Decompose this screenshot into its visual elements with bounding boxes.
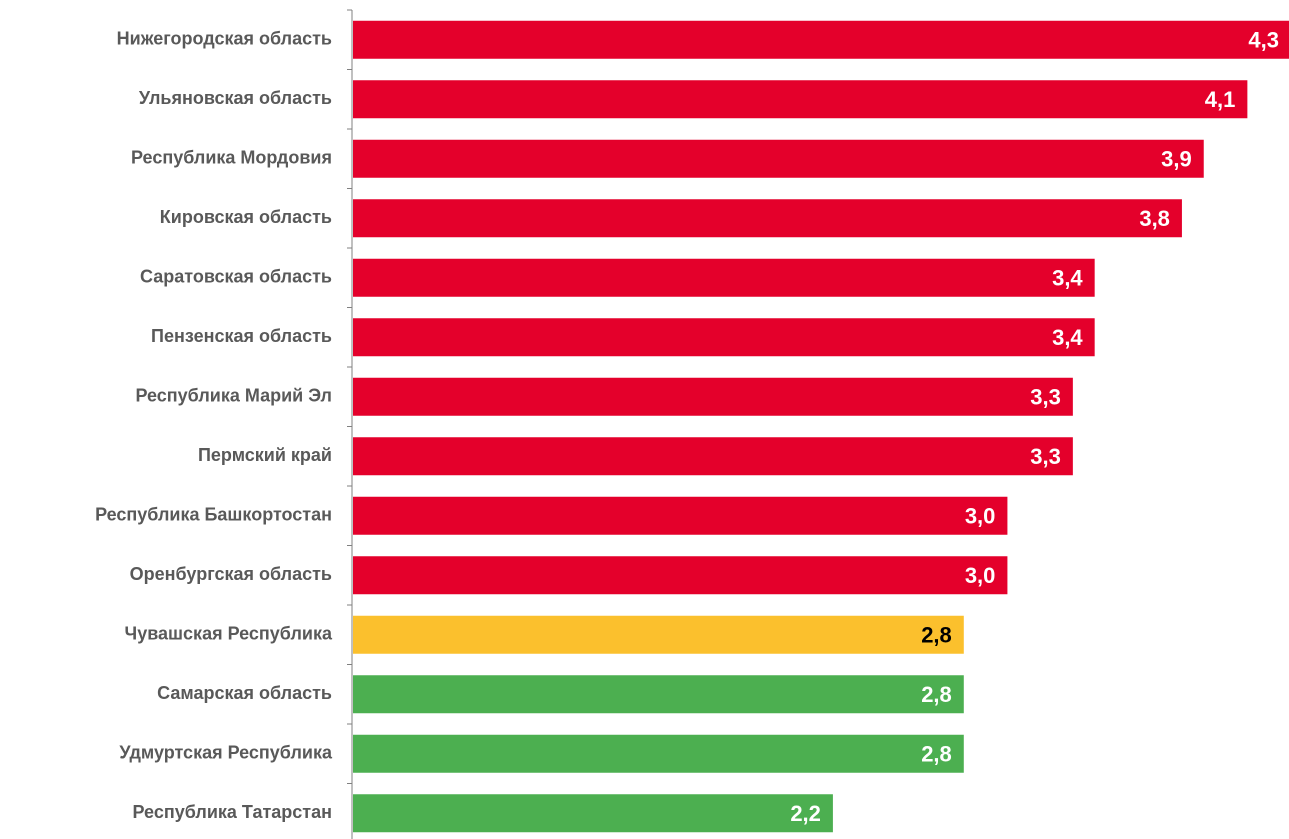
value-label: 2,8 — [921, 623, 952, 648]
bar — [353, 615, 964, 654]
value-label: 2,8 — [921, 742, 952, 767]
category-label: Оренбургская область — [130, 564, 332, 584]
value-label: 3,3 — [1030, 385, 1061, 410]
bar — [353, 734, 964, 773]
bar — [353, 437, 1073, 476]
bar — [353, 258, 1095, 297]
bar — [353, 556, 1008, 595]
bar — [353, 377, 1073, 416]
bar — [353, 20, 1289, 59]
axis-group — [347, 9, 353, 839]
value-label: 3,0 — [965, 563, 996, 588]
category-label: Пензенская область — [151, 326, 332, 346]
value-label: 2,2 — [790, 801, 821, 826]
value-label: 3,0 — [965, 504, 996, 529]
value-label: 3,3 — [1030, 444, 1061, 469]
bar — [353, 139, 1204, 178]
category-label: Пермский край — [198, 445, 332, 465]
category-label: Ульяновская область — [139, 88, 332, 108]
value-label: 2,8 — [921, 682, 952, 707]
bar — [353, 794, 833, 833]
value-label: 3,8 — [1139, 206, 1170, 231]
bar — [353, 199, 1182, 238]
bar — [353, 318, 1095, 357]
value-label: 3,4 — [1052, 325, 1083, 350]
bars-group: Нижегородская область 4,3 Ульяновская обла… — [95, 20, 1289, 833]
value-label: 4,3 — [1248, 28, 1279, 53]
category-label: Удмуртская Республика — [119, 743, 333, 763]
value-label: 3,4 — [1052, 266, 1083, 291]
category-label: Республика Мордовия — [131, 148, 332, 168]
category-label: Республика Башкортостан — [95, 505, 332, 525]
bar — [353, 80, 1248, 119]
category-label: Самарская область — [157, 683, 332, 703]
category-label: Республика Татарстан — [132, 802, 332, 822]
category-label: Саратовская область — [140, 267, 332, 287]
category-label: Чувашская Республика — [125, 624, 333, 644]
value-label: 4,1 — [1205, 87, 1236, 112]
category-label: Республика Марий Эл — [135, 386, 332, 406]
value-label: 3,9 — [1161, 147, 1192, 172]
bar — [353, 675, 964, 714]
category-label: Кировская область — [160, 207, 332, 227]
category-label: Нижегородская область — [117, 29, 332, 49]
bar — [353, 496, 1008, 535]
